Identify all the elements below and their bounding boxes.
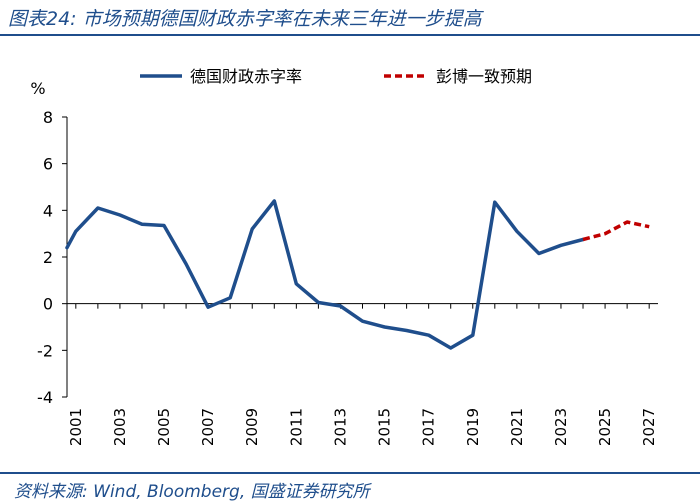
legend-label-forecast: 彭博一致预期 xyxy=(436,67,532,86)
x-tick-label: 2005 xyxy=(155,408,173,446)
x-tick-label: 2021 xyxy=(508,408,526,446)
forecast-series-line xyxy=(582,220,650,242)
legend-label-actual: 德国财政赤字率 xyxy=(190,67,302,86)
legend: 德国财政赤字率 彭博一致预期 xyxy=(140,67,532,86)
x-tick-label: 2001 xyxy=(67,408,85,446)
actual-series-line xyxy=(65,199,585,350)
y-axis-unit-label: % xyxy=(30,79,45,98)
x-tick-label: 2007 xyxy=(199,408,217,446)
x-tick-label: 2019 xyxy=(464,408,482,446)
x-tick-label: 2015 xyxy=(376,408,394,446)
chart-title: 图表24: 市场预期德国财政赤字率在未来三年进一步提高 xyxy=(8,8,482,30)
y-tick-label: 0 xyxy=(43,295,53,314)
source-note: 资料来源: Wind, Bloomberg, 国盛证券研究所 xyxy=(14,482,370,502)
x-tick-label: 2011 xyxy=(287,408,305,446)
y-tick-label: 8 xyxy=(43,108,53,127)
y-tick-label: 4 xyxy=(43,201,53,220)
x-tick-label: 2025 xyxy=(596,408,614,446)
x-axis: 2001 2003 2005 2007 2009 2011 2013 2015 2017 2019… xyxy=(67,303,658,446)
y-tick-label: -2 xyxy=(37,341,53,360)
x-tick-label: 2013 xyxy=(331,408,349,446)
x-tick-label: 2017 xyxy=(420,408,438,446)
x-tick-label: 2027 xyxy=(640,408,658,446)
y-tick-label: 6 xyxy=(43,155,53,174)
y-axis: % 8 6 4 2 0 -2 -4 xyxy=(30,79,68,407)
series-layer xyxy=(65,199,650,350)
x-tick-label: 2023 xyxy=(552,408,570,446)
y-tick-label: -4 xyxy=(37,388,53,407)
footer: 资料来源: Wind, Bloomberg, 国盛证券研究所 xyxy=(0,472,700,503)
y-tick-label: 2 xyxy=(43,248,53,267)
x-tick-label: 2009 xyxy=(243,408,261,446)
x-tick-label: 2003 xyxy=(111,408,129,446)
title-bar: 图表24: 市场预期德国财政赤字率在未来三年进一步提高 xyxy=(0,0,700,36)
